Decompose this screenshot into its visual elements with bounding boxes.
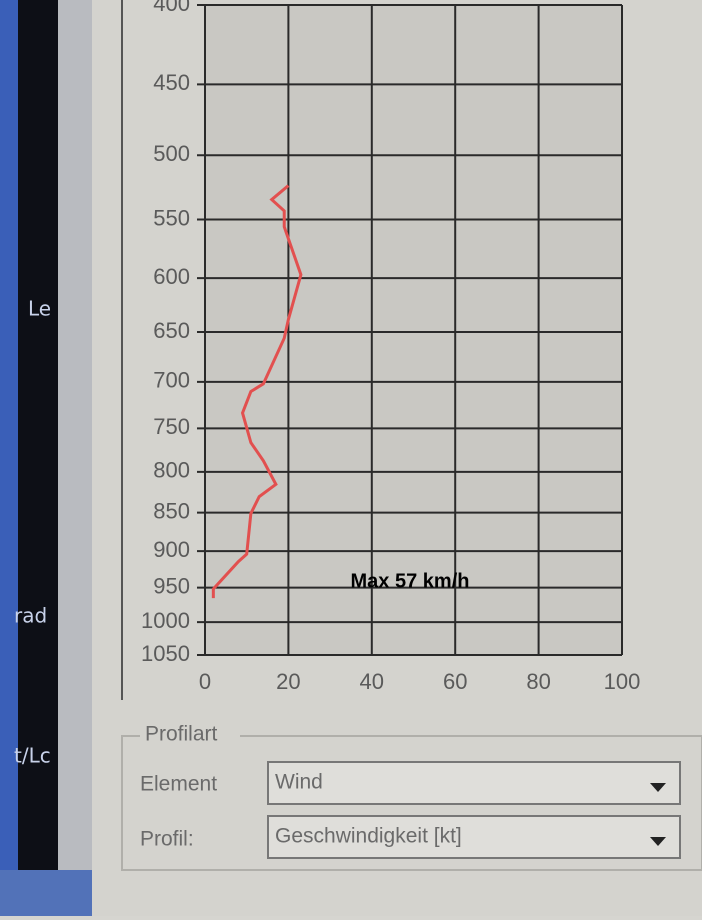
screen: Le rad t/Lc 4004505005506006507007508008…: [0, 0, 702, 916]
x-tick-label: 0: [199, 669, 211, 694]
annotation: Max 57 km/h: [351, 570, 470, 592]
x-tick-label: 60: [443, 669, 467, 694]
y-tick-label: 650: [153, 318, 190, 343]
bottom-bar: [0, 870, 92, 916]
sidebar-edge: [0, 0, 18, 870]
y-tick-label: 750: [153, 414, 190, 439]
group-title: Profilart: [145, 723, 218, 746]
y-tick-label: 400: [153, 0, 190, 16]
sidebar: [18, 0, 58, 870]
y-tick-label: 600: [153, 264, 190, 289]
sidebar-label: rad: [14, 604, 47, 628]
y-tick-label: 450: [153, 70, 190, 95]
element-label: Element: [140, 773, 217, 796]
y-tick-label: 850: [153, 498, 190, 523]
sidebar-label: Le: [28, 297, 51, 321]
x-tick-label: 100: [604, 669, 641, 694]
y-tick-label: 1000: [141, 608, 190, 633]
y-tick-label: 500: [153, 141, 190, 166]
y-tick-label: 1050: [141, 641, 190, 666]
y-tick-label: 550: [153, 205, 190, 230]
sidebar-label: t/Lc: [14, 744, 51, 768]
element-dropdown[interactable]: [268, 762, 680, 804]
y-tick-label: 700: [153, 368, 190, 393]
element-value: Wind: [275, 771, 323, 794]
sidebar-strip: [58, 0, 92, 870]
plot-area: [205, 5, 622, 655]
y-tick-label: 950: [153, 573, 190, 598]
x-tick-label: 20: [276, 669, 300, 694]
profile-label: Profil:: [140, 828, 194, 851]
y-tick-label: 800: [153, 458, 190, 483]
profile-value: Geschwindigkeit [kt]: [275, 825, 462, 848]
x-tick-label: 40: [360, 669, 384, 694]
y-tick-label: 900: [153, 537, 190, 562]
x-tick-label: 80: [526, 669, 550, 694]
